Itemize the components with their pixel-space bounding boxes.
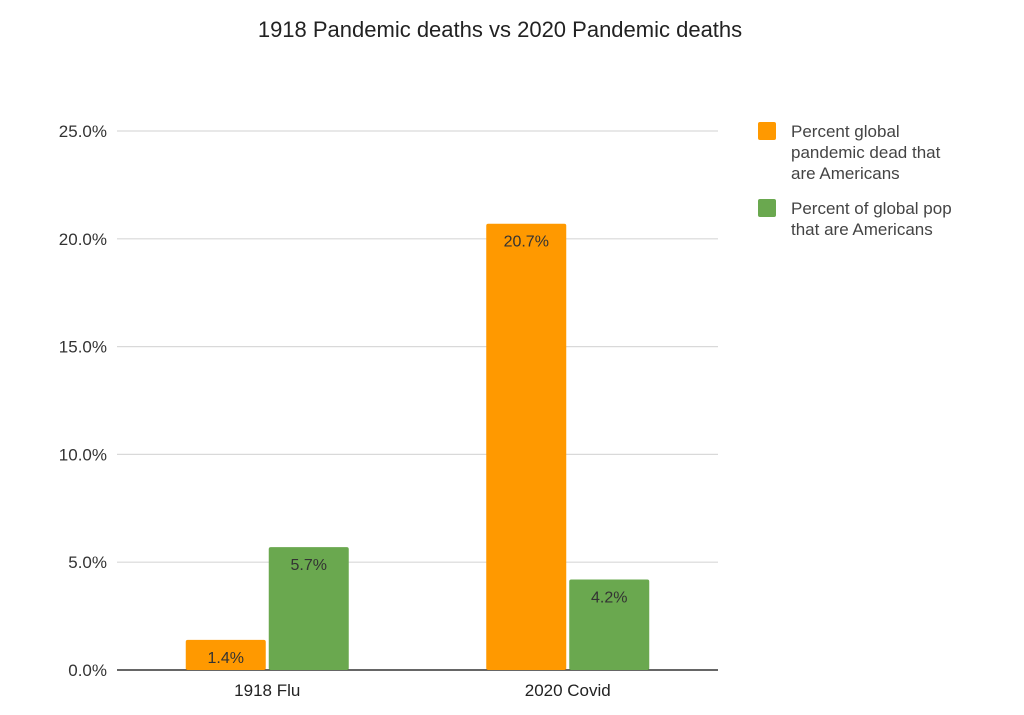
data-label: 5.7% (291, 557, 327, 574)
bar-pop-americans-1 (569, 579, 650, 670)
legend-label: that are Americans (791, 220, 933, 239)
y-tick-label: 10.0% (59, 445, 107, 464)
y-tick-label: 5.0% (68, 553, 107, 572)
x-category-label: 1918 Flu (234, 681, 300, 700)
data-label: 1.4% (208, 650, 244, 667)
legend-item: Percent global pandemic dead that are Amer… (758, 122, 941, 183)
legend-label: Percent of global pop (791, 199, 952, 218)
legend-label: Percent global (791, 122, 900, 141)
bars (185, 223, 650, 670)
chart-title: 1918 Pandemic deaths vs 2020 Pandemic de… (258, 17, 742, 42)
data-label: 20.7% (504, 234, 549, 251)
x-category-label: 2020 Covid (525, 681, 611, 700)
y-tick-label: 20.0% (59, 230, 107, 249)
legend-swatch (758, 122, 776, 140)
legend: Percent global pandemic dead that are Amer… (758, 122, 952, 239)
y-tick-label: 15.0% (59, 338, 107, 357)
bar-pop-americans-0 (268, 547, 349, 670)
y-tick-label: 25.0% (59, 122, 107, 141)
legend-label: pandemic dead that (791, 143, 941, 162)
legend-swatch (758, 199, 776, 217)
legend-item: Percent of global pop that are Americans (758, 199, 952, 239)
data-label: 4.2% (591, 589, 627, 606)
bar-dead-americans-0 (185, 639, 266, 670)
legend-label: are Americans (791, 164, 900, 183)
data-labels: 1.4% 5.7% 20.7% 4.2% (208, 234, 628, 667)
x-axis-categories: 1918 Flu 2020 Covid (234, 681, 611, 700)
y-tick-label: 0.0% (68, 661, 107, 680)
y-axis-ticks: 0.0% 5.0% 10.0% 15.0% 20.0% 25.0% (59, 122, 107, 680)
bar-dead-americans-1 (486, 223, 567, 670)
